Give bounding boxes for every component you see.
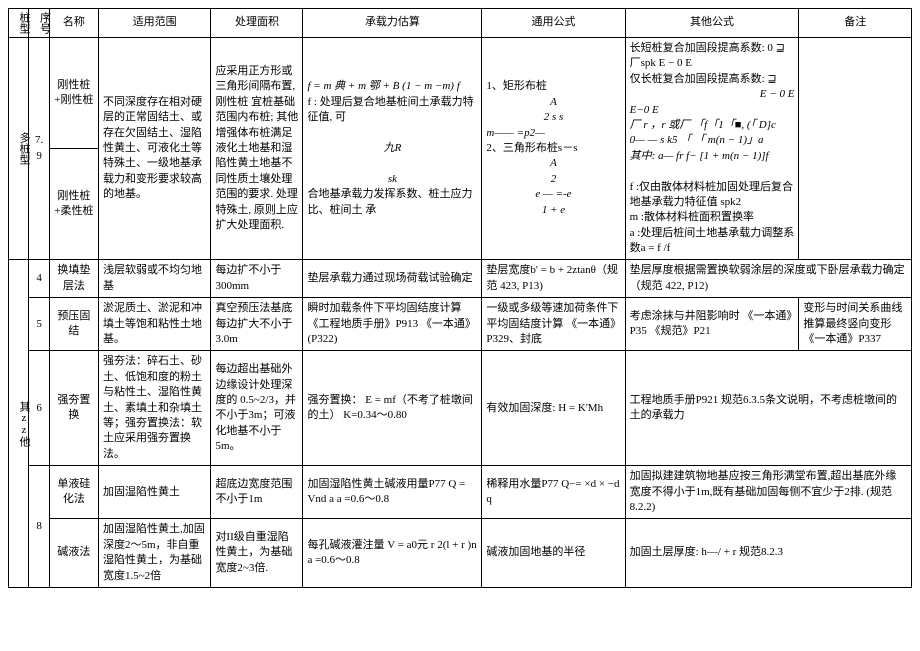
cell-general-cushion: 垫层宽度b' = b + 2ztanθ（规范 423, P13) <box>482 260 625 298</box>
cell-capacity-preload: 瞬时加载条件下平均固结度计算《工程地质手册》P913 《一本通》 (P322) <box>303 298 482 351</box>
cell-name-rigid-flex: 刚性桩+柔性桩 <box>49 149 98 260</box>
cell-type-multi: 多桩型 <box>9 38 29 260</box>
cell-remark-preload: 变形与时间关系曲线推算最终竖向变形《一本通》P337 <box>799 298 912 351</box>
header-type: 桩型 <box>9 9 29 38</box>
row-multi-pile-1: 多桩型 7.9 刚性桩+刚性桩 不同深度存在相对硬层的正常固结土、或存在欠固结土… <box>9 38 912 149</box>
cell-name-rigid-rigid: 刚性桩+刚性桩 <box>49 38 98 149</box>
cell-scope-tamping: 强夯法：碎石土、砂土、低饱和度的粉土与粘性土、湿陷性黄土、素填土和杂填土等；强夯… <box>98 351 210 466</box>
cell-remark-multi <box>799 38 912 260</box>
cell-area-tamping: 每边超出基础外边缘设计处理深度的 0.5~2/3，并不小于3m；可液化地基不小于… <box>211 351 303 466</box>
header-row: 桩型 序号 名称 适用范围 处理面积 承载力估算 通用公式 其他公式 备注 <box>9 9 912 38</box>
cell-scope-preload: 淤泥质土、淤泥和冲填土等饱和粘性土地基。 <box>98 298 210 351</box>
cell-seq-8: 8 <box>29 466 49 588</box>
cell-capacity-multi: f = m 典 + m 鄂 + B (1 − m −m) f f : 处理后复合… <box>303 38 482 260</box>
header-scope: 适用范围 <box>98 9 210 38</box>
header-general: 通用公式 <box>482 9 625 38</box>
header-other: 其他公式 <box>625 9 799 38</box>
cell-area-alkali: 对II级自重湿陷性黄土，为基础宽度2~3倍. <box>211 519 303 588</box>
cell-name-preload: 预压固结 <box>49 298 98 351</box>
cell-other-preload: 考虑涂抹与井阻影响时 《一本通》P35 《规范》P21 <box>625 298 799 351</box>
cell-scope-multi: 不同深度存在相对硬层的正常固结土、或存在欠固结土、湿陷性黄土、可液化土等特殊土、… <box>98 38 210 260</box>
cell-general-alkali: 碱液加固地基的半径 <box>482 519 625 588</box>
row-alkali: 碱液法 加固湿陷性黄土,加固深度2～5m，非自重湿陷性黄土，为基础宽度1.5~2… <box>9 519 912 588</box>
cell-name-silicify: 单液硅化法 <box>49 466 98 519</box>
cell-capacity-silicify: 加固湿陷性黄土碱液用量P77 Q = Vnd a a =0.6～0.8 <box>303 466 482 519</box>
cell-other-alkali: 加固土层厚度: h—/ + r 规范8.2.3 <box>625 519 911 588</box>
cell-remark-cushion: 垫层厚度根据需置换软弱涂层的深度或下卧层承载力确定（规范 422, P12) <box>625 260 911 298</box>
row-tamping: 6 强夯置换 强夯法：碎石土、砂土、低饱和度的粉土与粘性土、湿陷性黄土、素填土和… <box>9 351 912 466</box>
header-remark: 备注 <box>799 9 912 38</box>
cell-name-cushion: 换填垫层法 <box>49 260 98 298</box>
cell-scope-silicify: 加固湿陷性黄土 <box>98 466 210 519</box>
cell-seq-5: 5 <box>29 298 49 351</box>
cell-capacity-alkali: 每孔碱液灌注量 V = a0元 r 2(l + r )n a =0.6～0.8 <box>303 519 482 588</box>
cell-area-cushion: 每边扩不小于300mm <box>211 260 303 298</box>
cell-general-preload: 一级或多级等速加荷条件下平均固结度计算 《一本通》P329、封底 <box>482 298 625 351</box>
cell-area-multi: 应采用正方形或三角形间隔布置,刚性桩 宜桩基础范围内布桩; 其他增强体布桩满足液… <box>211 38 303 260</box>
cell-capacity-cushion: 垫层承载力通过现场荷载试验确定 <box>303 260 482 298</box>
cell-other-multi: 长短桩复合加固段提高系数: 0 ⊒ 厂spk E − 0 E 仅长桩复合加固段提… <box>625 38 799 260</box>
cell-name-tamping: 强夯置换 <box>49 351 98 466</box>
cell-general-tamping: 有效加固深度: H = K'Mh <box>482 351 625 466</box>
row-silicify: 8 单液硅化法 加固湿陷性黄土 超底边宽度范围不小于1m 加固湿陷性黄土碱液用量… <box>9 466 912 519</box>
cell-seq-6: 6 <box>29 351 49 466</box>
header-area: 处理面积 <box>211 9 303 38</box>
cell-scope-cushion: 浅层软弱或不均匀地基 <box>98 260 210 298</box>
main-table: 桩型 序号 名称 适用范围 处理面积 承载力估算 通用公式 其他公式 备注 多桩… <box>8 8 912 588</box>
header-seq: 序号 <box>29 9 49 38</box>
cell-type-other: 其zz他 <box>9 260 29 587</box>
cell-seq-79: 7.9 <box>29 38 49 260</box>
cell-capacity-tamping: 强夯置换： E = mf（不考了桩墩间的土） K=0.34～0.80 <box>303 351 482 466</box>
cell-other-silicify: 加固拟建建筑物地基应按三角形满堂布置,超出基底外缘宽度不得小于1m,既有基础加固… <box>625 466 911 519</box>
cell-other-tamping: 工程地质手册P921 规范6.3.5条文说明，不考虑桩墩间的土的承载力 <box>625 351 911 466</box>
header-capacity: 承载力估算 <box>303 9 482 38</box>
header-name: 名称 <box>49 9 98 38</box>
cell-general-multi: 1、矩形布桩 A 2 s s m—— =p2— 2、三角形布桩s－s A 2 e… <box>482 38 625 260</box>
cell-seq-4: 4 <box>29 260 49 298</box>
cell-general-silicify: 稀释用水量P77 Q−= ×d × −d q <box>482 466 625 519</box>
cell-area-preload: 真空预压法基底每边扩大不小于3.0m <box>211 298 303 351</box>
row-cushion: 其zz他 4 换填垫层法 浅层软弱或不均匀地基 每边扩不小于300mm 垫层承载… <box>9 260 912 298</box>
cell-name-alkali: 碱液法 <box>49 519 98 588</box>
row-preload: 5 预压固结 淤泥质土、淤泥和冲填土等饱和粘性土地基。 真空预压法基底每边扩大不… <box>9 298 912 351</box>
cell-area-silicify: 超底边宽度范围不小于1m <box>211 466 303 519</box>
cell-scope-alkali: 加固湿陷性黄土,加固深度2～5m，非自重湿陷性黄土，为基础宽度1.5~2倍 <box>98 519 210 588</box>
